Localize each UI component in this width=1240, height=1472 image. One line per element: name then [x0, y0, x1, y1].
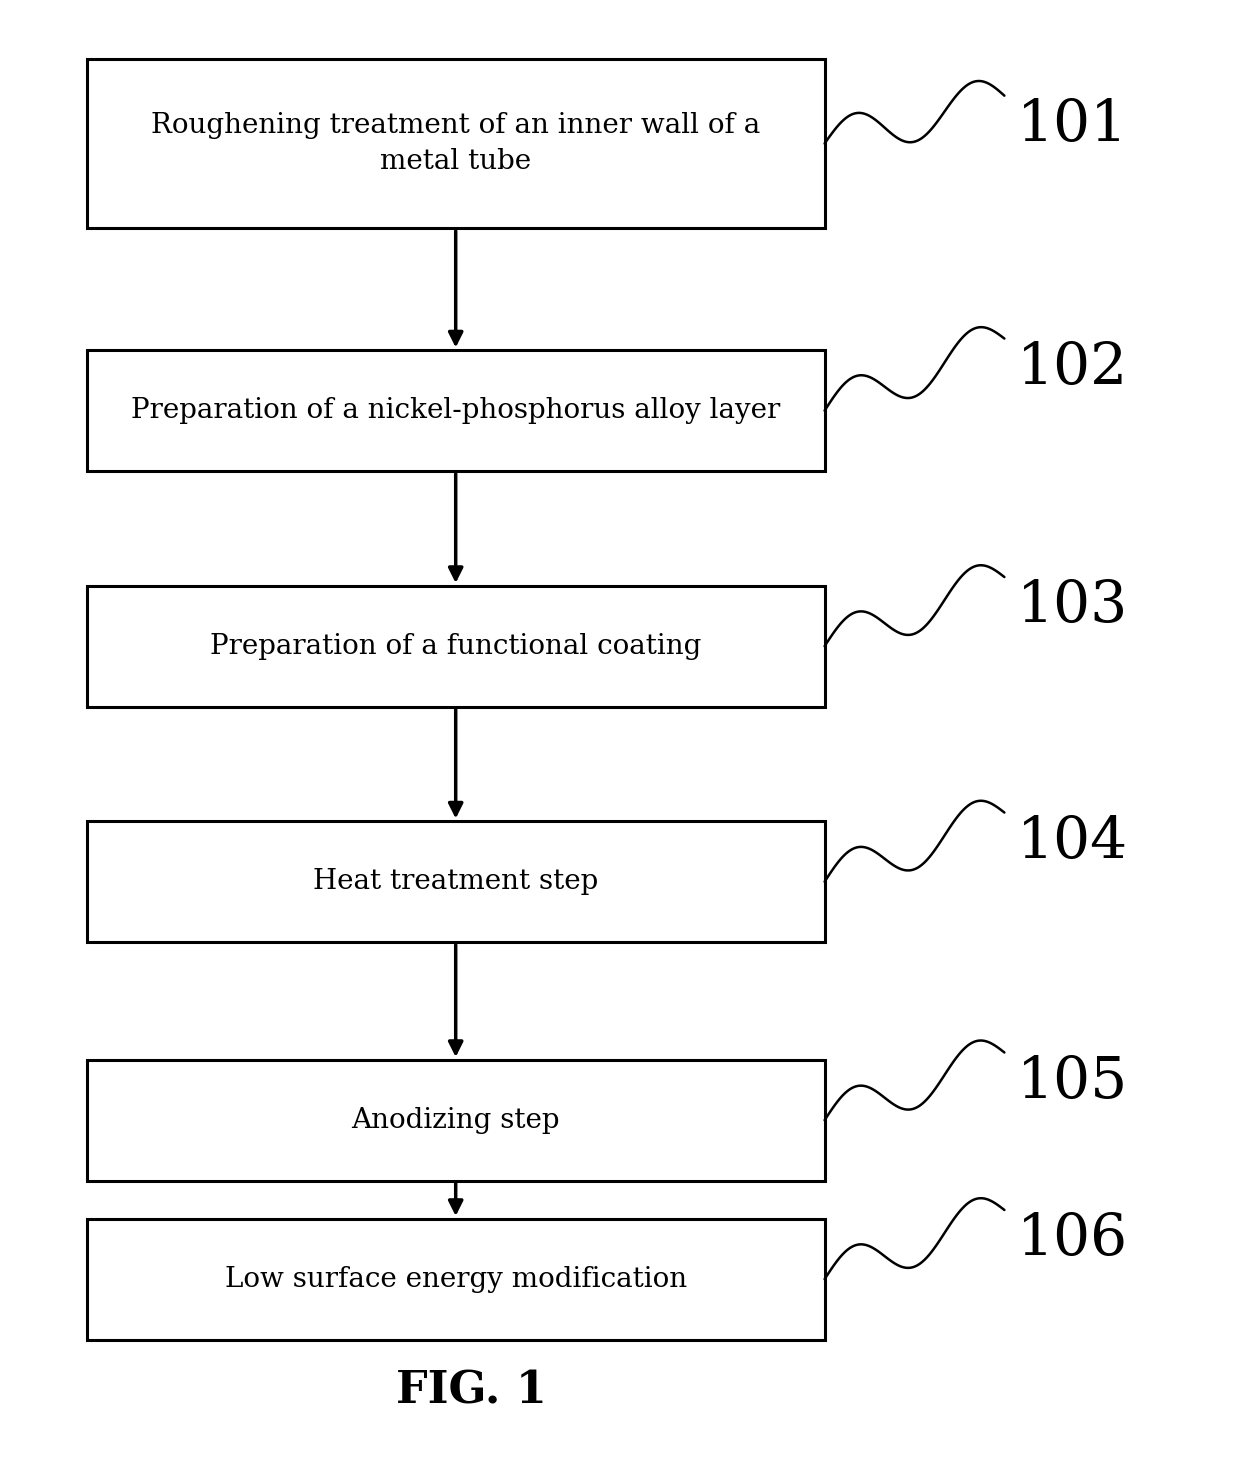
Text: 106: 106 — [1017, 1211, 1128, 1267]
Bar — [87, 821, 825, 942]
Text: Preparation of a nickel-phosphorus alloy layer: Preparation of a nickel-phosphorus alloy… — [131, 397, 780, 424]
Text: 105: 105 — [1017, 1054, 1128, 1110]
Bar — [87, 586, 825, 707]
Text: Heat treatment step: Heat treatment step — [312, 868, 599, 895]
Text: 102: 102 — [1017, 340, 1128, 396]
Bar — [87, 1219, 825, 1340]
Text: 104: 104 — [1017, 814, 1128, 870]
Text: Anodizing step: Anodizing step — [351, 1107, 560, 1133]
Text: Preparation of a functional coating: Preparation of a functional coating — [210, 633, 702, 659]
Text: 101: 101 — [1017, 97, 1128, 153]
Text: Roughening treatment of an inner wall of a
metal tube: Roughening treatment of an inner wall of… — [151, 112, 760, 175]
Text: Low surface energy modification: Low surface energy modification — [224, 1266, 687, 1292]
Text: 103: 103 — [1017, 578, 1128, 634]
Text: FIG. 1: FIG. 1 — [396, 1369, 547, 1413]
Bar — [87, 59, 825, 228]
Bar — [87, 350, 825, 471]
Bar — [87, 1060, 825, 1181]
